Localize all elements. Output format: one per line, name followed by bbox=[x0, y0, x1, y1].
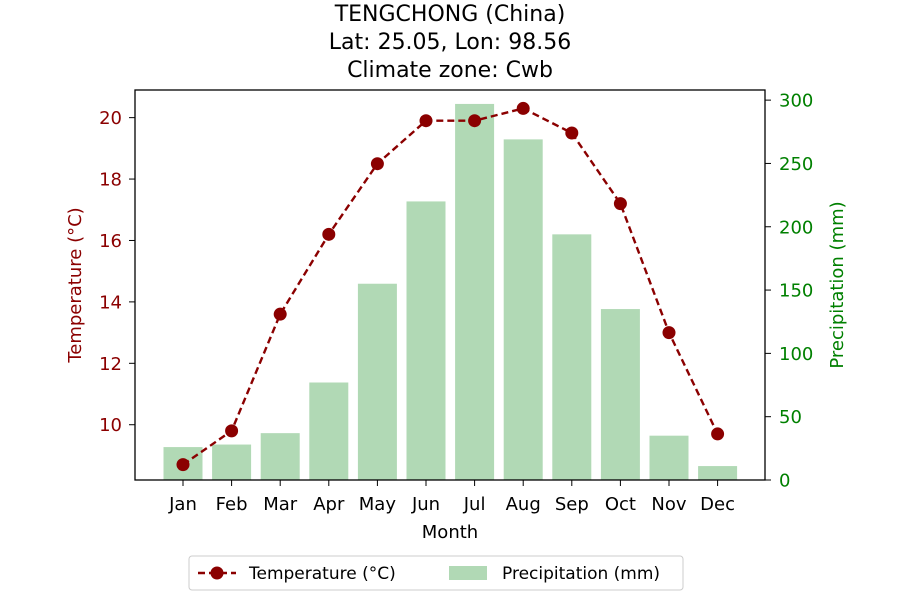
x-tick-label-sep: Sep bbox=[555, 494, 589, 515]
chart-title: TENGCHONG (China) Lat: 25.05, Lon: 98.56… bbox=[329, 2, 571, 83]
x-tick-label-jul: Jul bbox=[463, 494, 486, 515]
left-tick-label-12: 12 bbox=[99, 354, 122, 375]
x-axis: Jan Feb Mar Apr May Jun Jul Aug Sep Oct Nov Dec bbox=[168, 480, 735, 515]
left-axis-label: Temperature (°C) bbox=[65, 207, 86, 363]
x-tick-label-dec: Dec bbox=[700, 494, 735, 515]
temperature-series-line bbox=[182, 107, 719, 466]
right-tick-label-250: 250 bbox=[779, 154, 813, 175]
left-tick-label-14: 14 bbox=[99, 292, 122, 313]
x-tick-label-feb: Feb bbox=[216, 494, 248, 515]
right-tick-label-100: 100 bbox=[779, 344, 813, 365]
left-tick-label-16: 16 bbox=[99, 231, 122, 252]
precip-bar-sep bbox=[552, 234, 592, 480]
precip-bar-mar bbox=[260, 433, 300, 480]
x-tick-label-aug: Aug bbox=[506, 494, 541, 515]
temp-point-jul bbox=[468, 114, 482, 128]
legend-temperature-marker bbox=[210, 566, 224, 580]
temp-point-oct bbox=[613, 197, 627, 211]
precipitation-bars bbox=[163, 103, 738, 480]
precip-bar-dec bbox=[698, 466, 738, 480]
right-tick-label-50: 50 bbox=[779, 407, 802, 428]
temp-point-nov bbox=[662, 326, 676, 340]
precip-bar-jul bbox=[455, 103, 495, 480]
temp-point-dec bbox=[711, 427, 725, 441]
precip-bar-may bbox=[357, 283, 397, 480]
precip-bar-nov bbox=[649, 435, 689, 480]
x-tick-label-mar: Mar bbox=[263, 494, 298, 515]
temp-point-feb bbox=[225, 424, 239, 438]
temp-point-may bbox=[370, 157, 384, 171]
plot-frame bbox=[134, 89, 766, 481]
temp-point-sep bbox=[565, 126, 579, 140]
x-axis-label: Month bbox=[422, 522, 478, 543]
left-tick-label-10: 10 bbox=[99, 415, 122, 436]
legend-precipitation-label: Precipitation (mm) bbox=[502, 564, 660, 584]
legend-precipitation-swatch bbox=[449, 566, 487, 580]
legend-temperature-label: Temperature (°C) bbox=[248, 564, 396, 584]
temp-point-jun bbox=[419, 114, 433, 128]
x-tick-label-jun: Jun bbox=[411, 494, 440, 515]
right-tick-label-300: 300 bbox=[779, 91, 813, 112]
precip-bar-apr bbox=[309, 382, 349, 480]
title-line-2: Lat: 25.05, Lon: 98.56 bbox=[329, 30, 571, 55]
precip-bar-aug bbox=[503, 139, 543, 480]
precip-bar-oct bbox=[600, 309, 640, 480]
precip-bar-feb bbox=[212, 444, 252, 480]
right-tick-label-0: 0 bbox=[779, 471, 790, 492]
right-tick-label-200: 200 bbox=[779, 217, 813, 238]
x-tick-label-nov: Nov bbox=[651, 494, 686, 515]
right-tick-label-150: 150 bbox=[779, 281, 813, 302]
left-tick-label-20: 20 bbox=[99, 108, 122, 129]
x-tick-label-apr: Apr bbox=[313, 494, 345, 515]
title-line-1: TENGCHONG (China) bbox=[334, 2, 566, 27]
x-tick-label-jan: Jan bbox=[168, 494, 197, 515]
right-axis-label: Precipitation (mm) bbox=[827, 201, 848, 368]
left-tick-label-18: 18 bbox=[99, 170, 122, 191]
x-tick-label-may: May bbox=[359, 494, 397, 515]
precip-bar-jun bbox=[406, 201, 446, 480]
title-line-3: Climate zone: Cwb bbox=[347, 58, 553, 83]
left-axis: 10 12 14 16 18 20 bbox=[99, 108, 135, 436]
legend: Temperature (°C) Precipitation (mm) bbox=[188, 555, 684, 591]
temp-point-apr bbox=[322, 227, 336, 241]
right-axis: 0 50 100 150 200 250 300 bbox=[765, 91, 813, 492]
temp-point-jan bbox=[176, 458, 190, 472]
legend-frame bbox=[188, 555, 684, 591]
temp-point-aug bbox=[516, 101, 530, 115]
temp-point-mar bbox=[273, 307, 287, 321]
x-tick-label-oct: Oct bbox=[605, 494, 636, 515]
temperature-line bbox=[176, 101, 725, 472]
